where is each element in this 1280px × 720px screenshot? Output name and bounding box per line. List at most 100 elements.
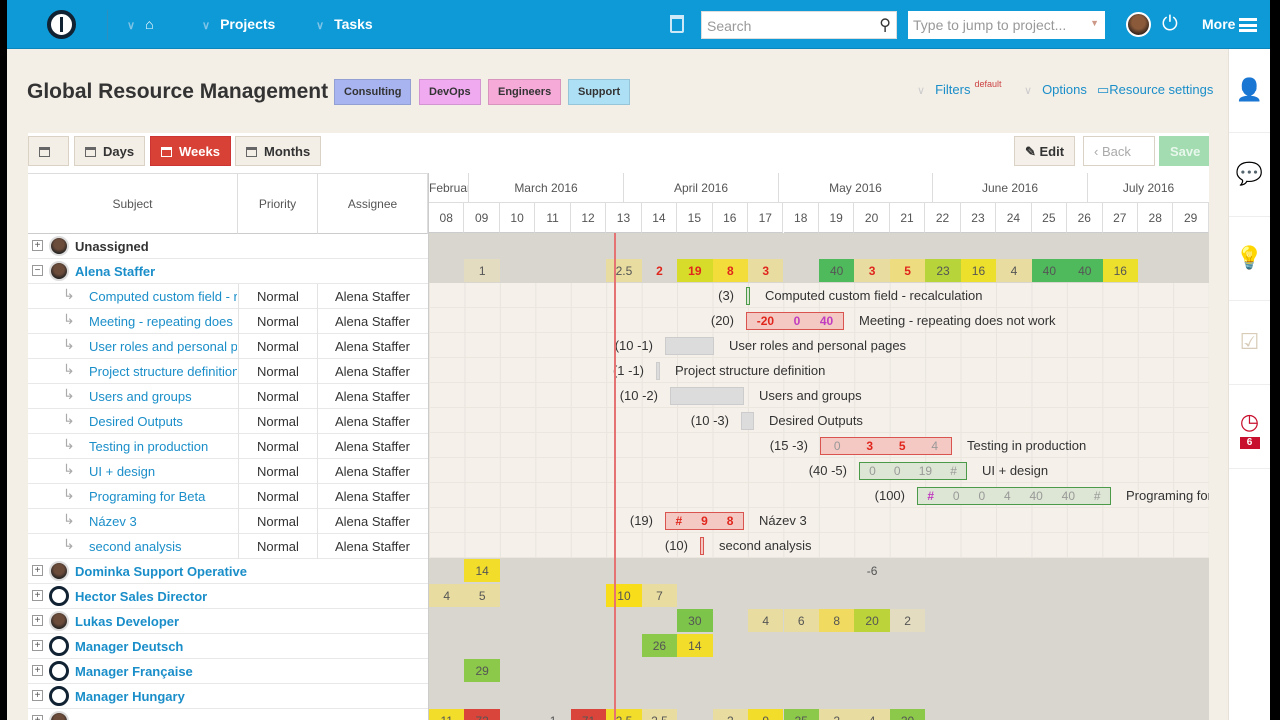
workload-cell[interactable]: 2.5: [606, 709, 642, 720]
workload-cell[interactable]: 8: [712, 259, 749, 282]
task-row[interactable]: ↳ User roles and personal pagesNormal Alen…: [28, 334, 428, 359]
task-row[interactable]: ↳ Users and groups Normal Alena Staffer: [28, 384, 428, 409]
resource-row[interactable]: − Alena Staffer: [28, 259, 428, 284]
clipboard-check-icon[interactable]: ☑: [1229, 301, 1270, 385]
task-row[interactable]: ↳ UI + design Normal Alena Staffer: [28, 459, 428, 484]
user-avatar[interactable]: [1126, 12, 1151, 37]
workload-cell[interactable]: 2: [889, 609, 926, 632]
expand-toggle[interactable]: +: [32, 690, 43, 701]
resource-row[interactable]: + Dominka Support Operative: [28, 559, 428, 584]
more-menu-button[interactable]: More: [1202, 16, 1258, 33]
task-bar[interactable]: 0 3 5 4: [820, 436, 952, 455]
workload-cell[interactable]: 40: [818, 259, 855, 282]
chat-icon[interactable]: 💬: [1229, 133, 1270, 217]
workload-cell[interactable]: 16: [960, 259, 997, 282]
task-row[interactable]: ↳ Desired Outputs Normal Alena Staffer: [28, 409, 428, 434]
expand-toggle[interactable]: +: [32, 565, 43, 576]
column-header-subject[interactable]: Subject: [28, 174, 238, 234]
task-row[interactable]: ↳ Meeting - repeating does not workNormal…: [28, 309, 428, 334]
task-bar[interactable]: [656, 361, 660, 380]
workload-cell[interactable]: 72: [464, 709, 500, 720]
resource-row[interactable]: + Manager Française: [28, 659, 428, 684]
weeks-button[interactable]: Weeks: [150, 136, 231, 166]
workload-cell[interactable]: 4: [429, 584, 465, 607]
workload-cell[interactable]: 3: [854, 259, 890, 282]
nav-home[interactable]: ∨ ⌂: [127, 16, 154, 32]
nav-projects[interactable]: ∨ Projects: [202, 16, 275, 32]
workload-cell[interactable]: 29: [464, 659, 500, 682]
workload-cell[interactable]: 20: [889, 709, 926, 720]
lightbulb-icon[interactable]: 💡: [1229, 217, 1270, 301]
workload-cell[interactable]: 14: [464, 559, 500, 582]
task-bar[interactable]: [670, 386, 744, 405]
task-subject-link[interactable]: Název 3: [89, 514, 137, 529]
task-subject-link[interactable]: Programing for Beta: [89, 489, 206, 504]
task-subject-link[interactable]: User roles and personal pages: [89, 339, 237, 354]
resource-name[interactable]: Hector Sales Director: [75, 589, 208, 604]
workload-cell[interactable]: 26: [641, 634, 678, 657]
user-icon[interactable]: 👤: [1229, 49, 1270, 133]
workload-cell[interactable]: 25: [783, 709, 819, 720]
calendar-button[interactable]: [28, 136, 69, 166]
workload-cell[interactable]: 30: [677, 609, 713, 632]
search-input[interactable]: Search ⚲: [701, 11, 897, 39]
expand-toggle[interactable]: +: [32, 665, 43, 676]
resource-settings-link[interactable]: ▭Resource settings: [1097, 82, 1213, 98]
collapse-toggle[interactable]: −: [32, 265, 43, 276]
workload-cell[interactable]: 4: [854, 709, 890, 720]
workload-cell[interactable]: 10: [606, 584, 642, 607]
history-button[interactable]: ◷ 6: [1229, 385, 1270, 469]
workload-cell[interactable]: 8: [818, 609, 855, 632]
resource-row[interactable]: +: [28, 709, 428, 720]
task-subject-link[interactable]: Meeting - repeating does not work: [89, 314, 237, 329]
workload-cell[interactable]: 20: [854, 609, 890, 632]
task-row[interactable]: ↳ Název 3 Normal Alena Staffer: [28, 509, 428, 534]
task-bar[interactable]: [700, 536, 704, 555]
resource-name[interactable]: Manager Deutsch: [75, 639, 184, 654]
workload-cell[interactable]: 4: [996, 259, 1032, 282]
resource-row[interactable]: + Lukas Developer: [28, 609, 428, 634]
workload-cell[interactable]: 5: [464, 584, 500, 607]
resource-row[interactable]: + Manager Deutsch: [28, 634, 428, 659]
task-bar[interactable]: [746, 286, 750, 305]
task-bar[interactable]: [741, 411, 754, 430]
task-subject-link[interactable]: Computed custom field - recalculation: [89, 289, 237, 304]
resource-name[interactable]: Unassigned: [75, 239, 149, 254]
expand-toggle[interactable]: +: [32, 615, 43, 626]
task-bar[interactable]: 0 0 19 #: [859, 461, 967, 480]
back-button[interactable]: ‹ Back: [1083, 136, 1155, 166]
workload-cell[interactable]: 2: [818, 709, 855, 720]
jump-to-project-select[interactable]: Type to jump to project... ▼: [908, 11, 1105, 39]
resource-name[interactable]: Dominka Support Operative: [75, 564, 247, 579]
task-row[interactable]: ↳ Testing in production Normal Alena Staffe…: [28, 434, 428, 459]
workload-cell[interactable]: 1: [464, 259, 500, 282]
workload-cell[interactable]: 5: [889, 259, 926, 282]
workload-cell[interactable]: 11: [429, 709, 465, 720]
task-bar[interactable]: #9 8: [665, 511, 744, 530]
options-toggle[interactable]: ∨ Options: [1024, 82, 1087, 97]
column-header-assignee[interactable]: Assignee: [318, 174, 428, 234]
task-subject-link[interactable]: Testing in production: [89, 439, 209, 454]
tag-engineers[interactable]: Engineers: [488, 79, 562, 105]
expand-toggle[interactable]: +: [32, 240, 43, 251]
workload-cell[interactable]: 71: [570, 709, 607, 720]
edit-button[interactable]: ✎ Edit: [1014, 136, 1076, 166]
resource-name[interactable]: Lukas Developer: [75, 614, 180, 629]
tag-consulting[interactable]: Consulting: [334, 79, 412, 105]
workload-cell[interactable]: 2.5: [641, 709, 678, 720]
task-bar[interactable]: -20 0 40: [746, 311, 844, 330]
workload-cell[interactable]: -6: [866, 564, 878, 578]
logo[interactable]: [47, 10, 76, 39]
task-row[interactable]: ↳ second analysis Normal Alena Staffer: [28, 534, 428, 559]
nav-tasks[interactable]: ∨ Tasks: [316, 16, 373, 32]
task-row[interactable]: ↳ Programing for Beta Normal Alena Staffer: [28, 484, 428, 509]
workload-cell[interactable]: 2.5: [606, 259, 642, 282]
workload-cell[interactable]: 14: [677, 634, 713, 657]
resource-name[interactable]: Manager Française: [75, 664, 193, 679]
resource-row[interactable]: + Hector Sales Director: [28, 584, 428, 609]
task-row[interactable]: ↳ Computed custom field - recalculationNo…: [28, 284, 428, 309]
resource-row[interactable]: + Manager Hungary: [28, 684, 428, 709]
task-subject-link[interactable]: second analysis: [89, 539, 182, 554]
search-icon[interactable]: ⚲: [879, 17, 891, 34]
power-icon[interactable]: ⏻: [1162, 13, 1178, 35]
